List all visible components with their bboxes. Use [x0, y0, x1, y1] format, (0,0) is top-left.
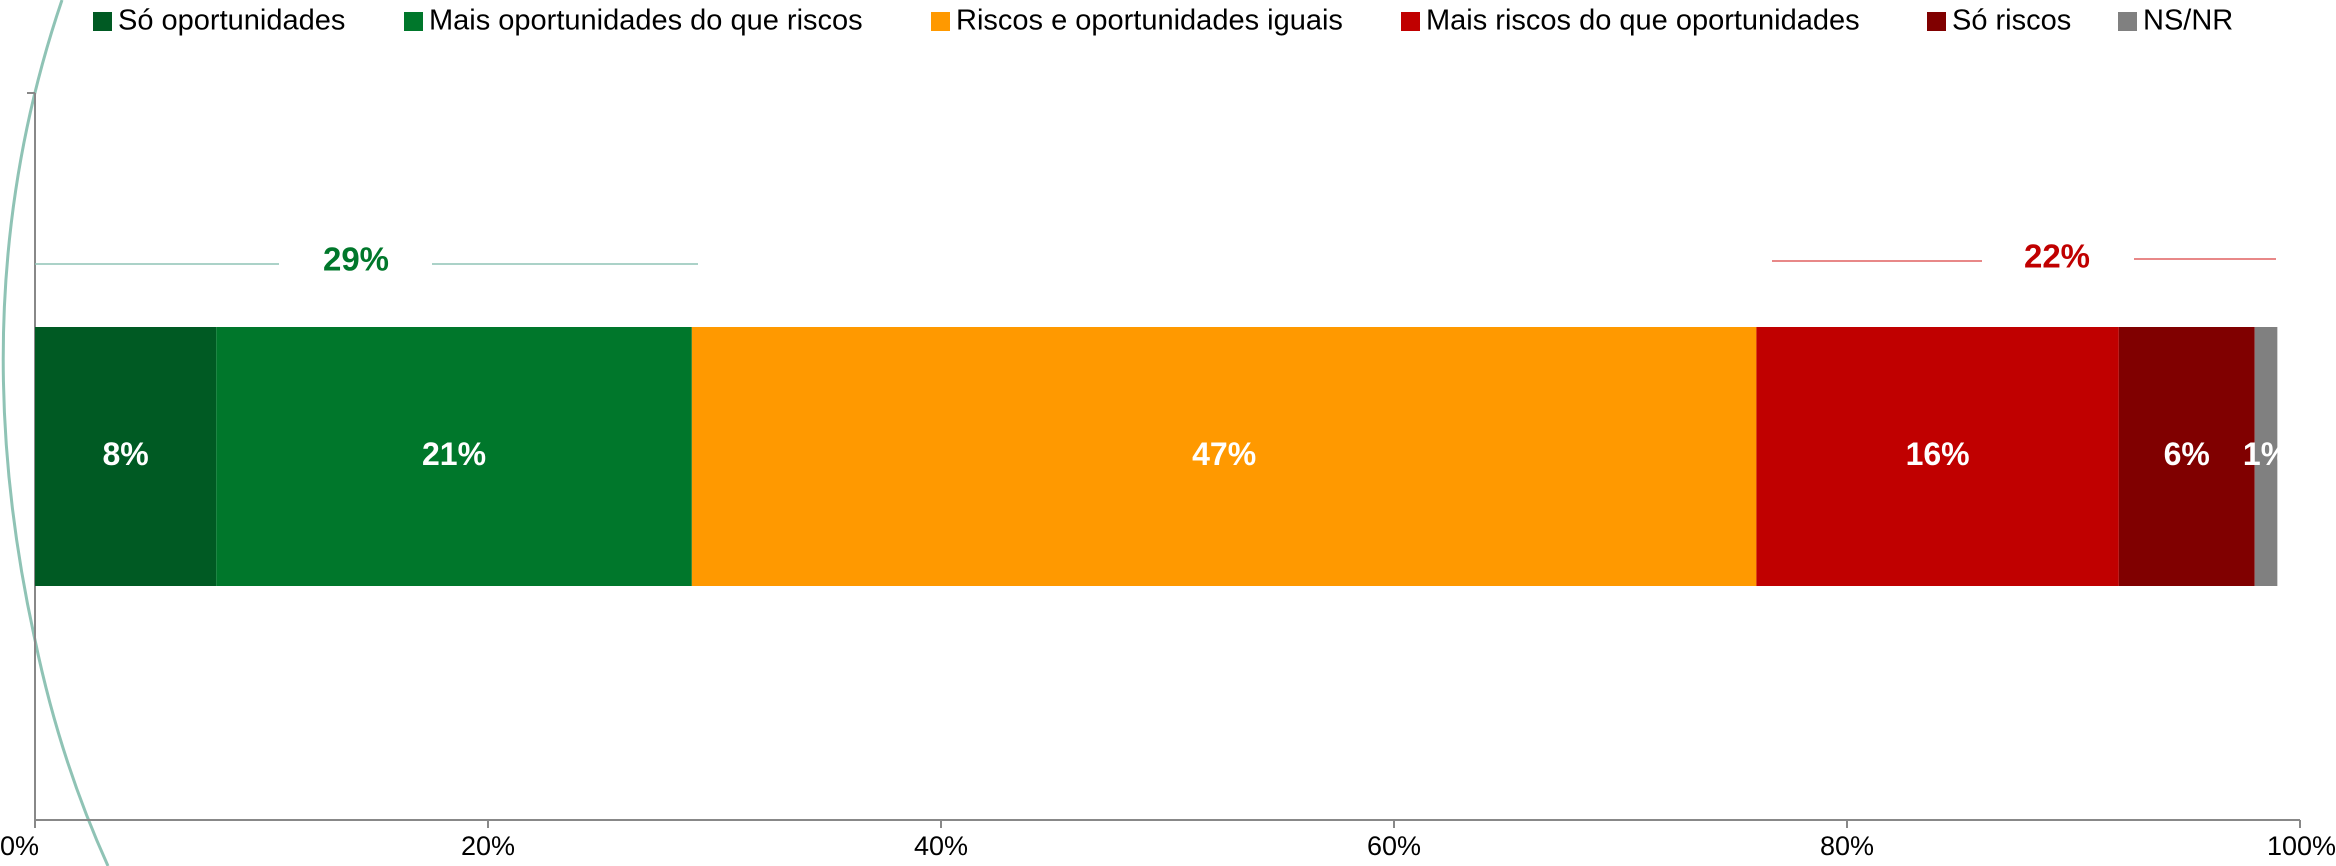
legend-label: Só riscos	[1952, 5, 2071, 37]
legend-swatch	[404, 12, 423, 31]
x-tick-label: 60%	[1367, 831, 1421, 861]
bar-segment	[35, 327, 217, 586]
legend-swatch	[2118, 12, 2137, 31]
bar-segment	[691, 327, 1757, 586]
x-tick-label: 20%	[461, 831, 515, 861]
legend-label: NS/NR	[2143, 5, 2233, 37]
data-label: 6%	[2164, 436, 2210, 472]
legend-swatch	[93, 12, 112, 31]
legend-label: Mais oportunidades do que riscos	[429, 5, 863, 37]
legend-swatch	[931, 12, 950, 31]
data-label: 8%	[102, 436, 148, 472]
data-label: 16%	[1906, 436, 1970, 472]
bar-segment	[2118, 327, 2255, 586]
x-tick-label: 0%	[0, 831, 39, 861]
bar-segment	[2254, 327, 2278, 586]
data-label: 1%	[2243, 436, 2289, 472]
legend-swatch	[1401, 12, 1420, 31]
x-tick-label: 40%	[914, 831, 968, 861]
x-tick-label: 80%	[1820, 831, 1874, 861]
annotation: 22%	[2024, 238, 2090, 275]
bar-segment	[1756, 327, 2119, 586]
legend-label: Riscos e oportunidades iguais	[956, 5, 1343, 37]
legend-swatch	[1927, 12, 1946, 31]
legend-label: Só oportunidades	[118, 5, 345, 37]
decorative-curve	[1, 0, 110, 866]
legend-label: Mais riscos do que oportunidades	[1426, 5, 1860, 37]
data-label: 47%	[1192, 436, 1256, 472]
annotation: 29%	[323, 241, 389, 278]
data-label: 21%	[422, 436, 486, 472]
bar-segment	[216, 327, 692, 586]
x-tick-label: 100%	[2267, 831, 2336, 861]
